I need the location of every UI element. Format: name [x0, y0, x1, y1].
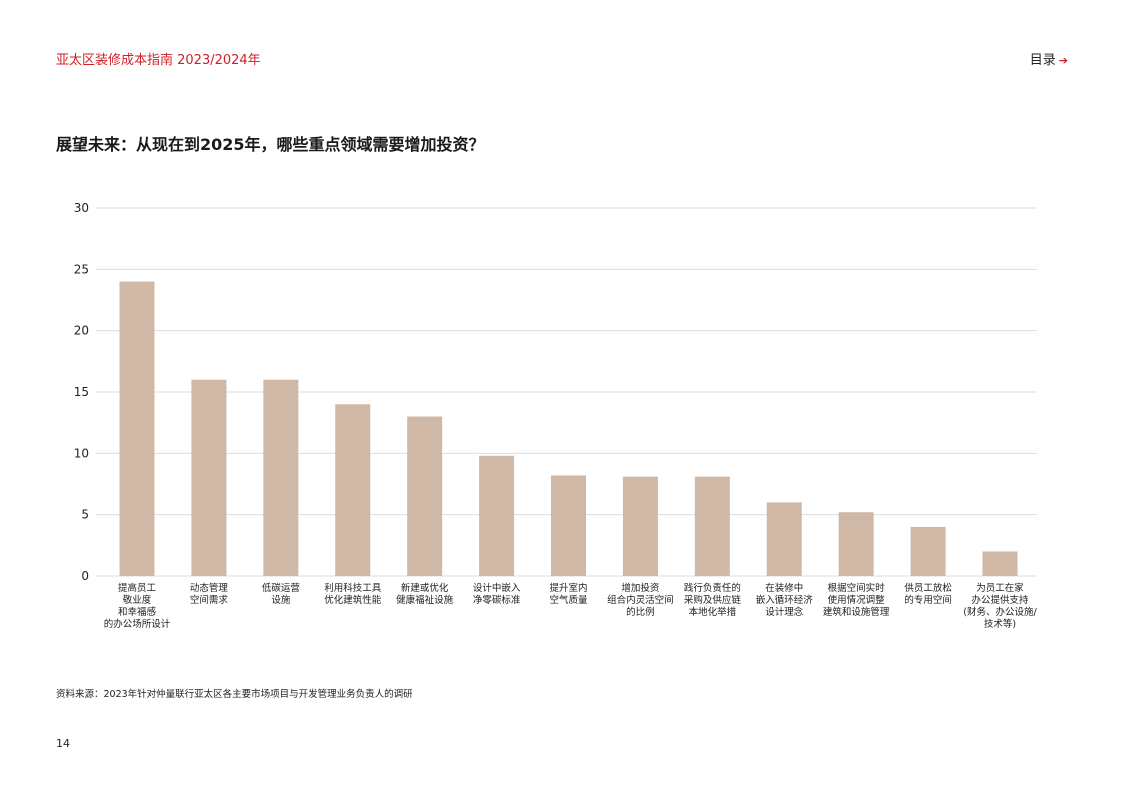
- bar: [407, 416, 443, 576]
- bar: [982, 551, 1018, 576]
- x-category-label: 低碳运营 设施: [261, 583, 300, 606]
- x-category-label: 践行负责任的 采购及供应链 本地化举措: [683, 583, 741, 618]
- grid-lines: [96, 207, 1037, 577]
- bar: [766, 502, 802, 576]
- bar: [479, 455, 515, 576]
- bar: [551, 475, 586, 576]
- x-category-label: 利用科技工具 优化建筑性能: [324, 583, 382, 606]
- x-category-label: 动态管理 空间需求: [189, 583, 228, 606]
- x-category-label: 供员工放松 的专用空间: [904, 583, 952, 606]
- y-tick-label: 0: [81, 569, 89, 583]
- bar: [335, 404, 371, 576]
- x-category-label: 新建或优化 健康福祉设施: [396, 583, 454, 606]
- y-tick-label: 20: [74, 324, 89, 338]
- x-category-label: 根据空间实时 使用情况调整 建筑和设施管理: [822, 583, 890, 618]
- bar: [622, 476, 658, 576]
- y-tick-label: 5: [81, 508, 89, 522]
- source-note: 资料来源：2023年针对仲量联行亚太区各主要市场项目与开发管理业务负责人的调研: [56, 689, 413, 700]
- y-tick-label: 25: [74, 262, 89, 276]
- bar: [119, 281, 155, 576]
- toc-label: 目录: [1029, 53, 1056, 68]
- x-category-label: 设计中嵌入 净零碳标准: [472, 583, 521, 606]
- x-category-label: 为员工在家 办公提供支持 (财务、办公设施/ 技术等): [963, 583, 1037, 630]
- x-category-label: 在装修中 嵌入循环经济 设计理念: [755, 583, 813, 618]
- y-tick-label: 30: [74, 201, 89, 215]
- y-tick-label: 10: [74, 446, 89, 460]
- chart-title: 展望未来：从现在到2025年，哪些重点领域需要增加投资？: [56, 135, 485, 154]
- page-number: 14: [56, 737, 70, 750]
- bar: [838, 512, 874, 576]
- y-axis-ticks: 0 5 10 15 20 25 30: [74, 201, 89, 583]
- arrow-right-icon: ➔: [1058, 54, 1068, 67]
- toc-link[interactable]: 目录 ➔: [1030, 49, 1068, 68]
- x-category-label: 提高员工 敬业度 和幸福感 的办公场所设计: [103, 583, 171, 630]
- x-category-label: 增加投资 组合内灵活空间 的比例: [607, 583, 674, 618]
- bar: [910, 526, 946, 576]
- bar: [191, 379, 227, 576]
- y-tick-label: 15: [74, 385, 89, 399]
- report-title: 亚太区装修成本指南 2023/2024年: [56, 53, 261, 68]
- bar: [263, 379, 299, 576]
- bars: [119, 281, 1018, 576]
- bar: [694, 476, 730, 576]
- x-category-label: 提升室内 空气质量: [549, 583, 588, 606]
